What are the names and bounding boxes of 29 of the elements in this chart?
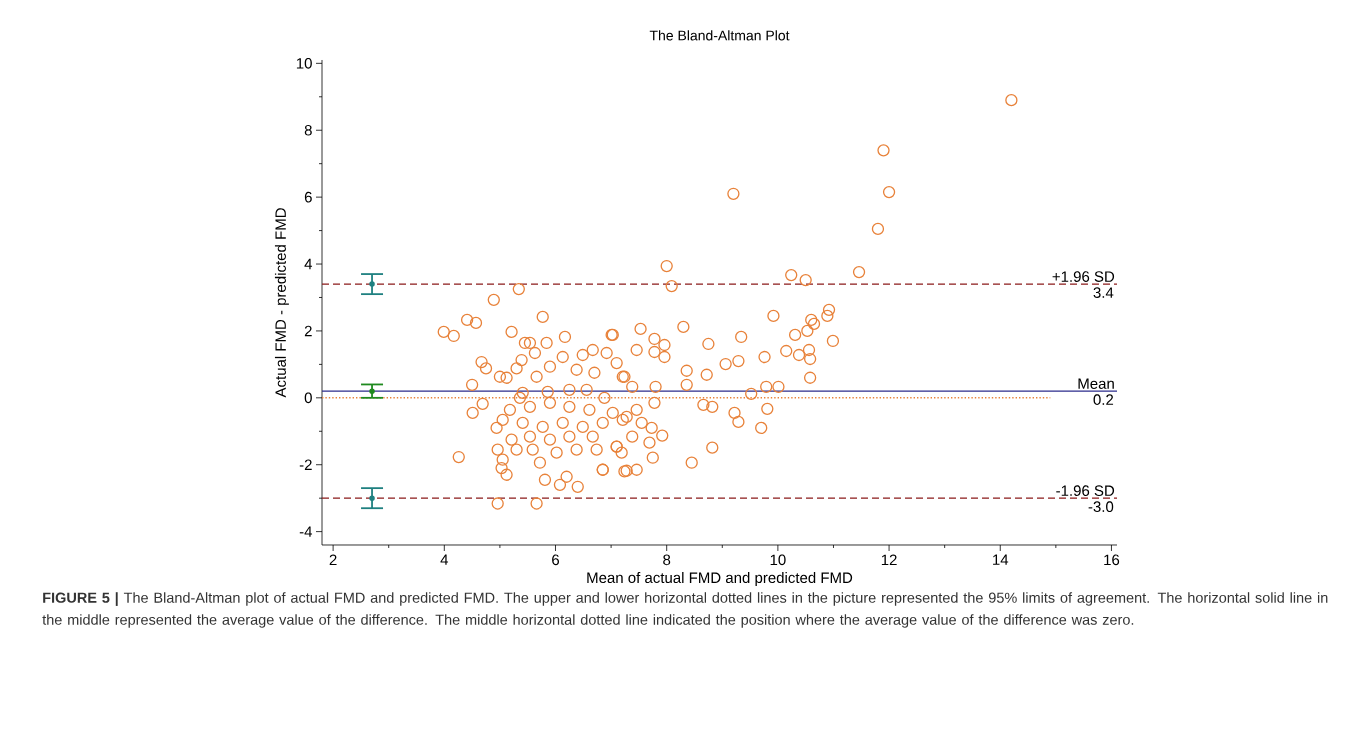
ref-line-label: Mean bbox=[1078, 378, 1114, 389]
ref-line-label: -1.96 SD bbox=[1056, 485, 1115, 496]
x-axis-title: Mean of actual FMD and predicted FMD bbox=[587, 572, 853, 586]
y-tick-label: 8 bbox=[304, 124, 312, 136]
y-tick-label: 6 bbox=[304, 191, 312, 203]
y-tick-label: 10 bbox=[296, 58, 312, 69]
x-tick-label: 6 bbox=[552, 554, 560, 566]
y-tick-label: 0 bbox=[304, 392, 312, 404]
x-tick-label: 12 bbox=[881, 554, 897, 566]
point bbox=[369, 281, 375, 287]
x-tick-label: 8 bbox=[663, 554, 671, 566]
text: FIGURE 5 | The Bland-Altman plot of actual FMD and predicted FMD. The upper and lower horizontal dotted lines in the picture represented the 95% limits of agreement. The horizontal solid line in the middle represented the average value of the difference. The middle horizontal dotted line indicated the position where the average value of the difference was zero. bbox=[42, 592, 1328, 628]
x-tick-label: 16 bbox=[1104, 554, 1120, 566]
annotation: 3.4 bbox=[1093, 287, 1114, 298]
x-tick-label: 14 bbox=[993, 554, 1009, 565]
x-tick-label: 4 bbox=[440, 554, 449, 565]
y-axis-title: Actual FMD - predicted FMD bbox=[274, 208, 289, 398]
y-tick-label: 4 bbox=[304, 258, 313, 270]
annotation: 0.2 bbox=[1093, 394, 1114, 405]
ref-line-label: +1.96 SD bbox=[1052, 271, 1115, 282]
x-tick-label: 10 bbox=[770, 554, 786, 566]
x-tick-label: 2 bbox=[329, 554, 337, 566]
annotation: -3.0 bbox=[1088, 501, 1114, 512]
y-tick-label: -4 bbox=[299, 526, 313, 537]
chart-title: The Bland-Altman Plot bbox=[649, 30, 790, 41]
point bbox=[369, 388, 375, 394]
y-tick-label: -2 bbox=[299, 459, 312, 470]
y-tick-label: 2 bbox=[304, 325, 312, 337]
point bbox=[369, 495, 375, 501]
